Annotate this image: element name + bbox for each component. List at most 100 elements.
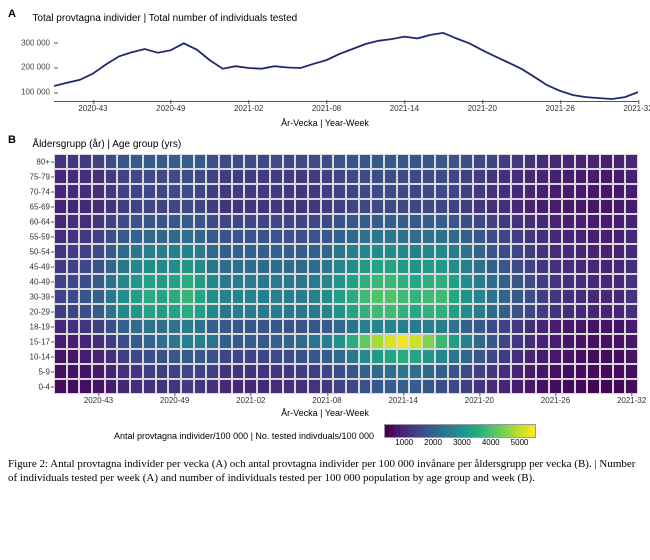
heatmap-cell (232, 334, 245, 349)
heatmap-cell (346, 274, 359, 289)
heatmap-cell (206, 274, 219, 289)
heatmap-cell (524, 289, 537, 304)
heatmap-cell (219, 274, 232, 289)
heatmap-cell (346, 154, 359, 169)
heatmap-cell (498, 244, 511, 259)
panel-b-heatmap (54, 154, 638, 394)
heatmap-cell (130, 334, 143, 349)
heatmap-cell (409, 304, 422, 319)
heatmap-cell (333, 334, 346, 349)
heatmap-cell (486, 364, 499, 379)
panel-a-xtick: 2021-14 (390, 104, 419, 113)
heatmap-cell (384, 184, 397, 199)
heatmap-cell (625, 319, 638, 334)
heatmap-cell (117, 334, 130, 349)
heatmap-cell (524, 304, 537, 319)
heatmap-cell (435, 289, 448, 304)
heatmap-cell (67, 289, 80, 304)
panel-a-ytick: 100 000 (21, 88, 54, 97)
heatmap-cell (295, 289, 308, 304)
heatmap-cell (156, 349, 169, 364)
heatmap-cell (232, 349, 245, 364)
heatmap-cell (562, 334, 575, 349)
heatmap-cell (308, 259, 321, 274)
heatmap-cell (448, 379, 461, 394)
heatmap-cell (206, 349, 219, 364)
heatmap-cell (270, 274, 283, 289)
heatmap-cell (536, 349, 549, 364)
heatmap-cell (295, 379, 308, 394)
heatmap-cell (397, 289, 410, 304)
heatmap-cell (283, 154, 296, 169)
heatmap-cell (587, 229, 600, 244)
panel-b-ytick: 75-79 (30, 172, 50, 181)
heatmap-cell (321, 259, 334, 274)
heatmap-cell (143, 169, 156, 184)
heatmap-cell (486, 289, 499, 304)
heatmap-cell (283, 259, 296, 274)
figure-root: A Total provtagna individer | Total numb… (0, 0, 650, 560)
heatmap-cell (295, 214, 308, 229)
heatmap-cell (486, 259, 499, 274)
heatmap-cell (511, 169, 524, 184)
heatmap-cell (79, 379, 92, 394)
heatmap-cell (409, 259, 422, 274)
heatmap-cell (473, 289, 486, 304)
heatmap-cell (283, 229, 296, 244)
heatmap-cell (562, 289, 575, 304)
heatmap-cell (359, 334, 372, 349)
panel-b-ytick: 80+ (36, 157, 50, 166)
heatmap-cell (575, 169, 588, 184)
heatmap-cell (219, 214, 232, 229)
heatmap-cell (409, 289, 422, 304)
heatmap-cell (67, 274, 80, 289)
panel-a-xtick: 2021-02 (234, 104, 263, 113)
heatmap-cell (67, 364, 80, 379)
heatmap-cell (346, 184, 359, 199)
heatmap-cell (105, 379, 118, 394)
heatmap-cell (575, 364, 588, 379)
heatmap-cell (168, 229, 181, 244)
heatmap-cell (536, 319, 549, 334)
heatmap-cell (409, 199, 422, 214)
heatmap-cell (613, 289, 626, 304)
heatmap-cell (130, 379, 143, 394)
heatmap-cell (105, 184, 118, 199)
heatmap-cell (473, 214, 486, 229)
heatmap-cell (54, 259, 67, 274)
heatmap-cell (130, 274, 143, 289)
heatmap-cell (257, 379, 270, 394)
heatmap-cell (613, 379, 626, 394)
panel-a-xtick: 2021-20 (468, 104, 497, 113)
heatmap-cell (524, 259, 537, 274)
heatmap-cell (371, 154, 384, 169)
heatmap-cell (54, 319, 67, 334)
heatmap-cell (194, 274, 207, 289)
heatmap-cell (92, 259, 105, 274)
heatmap-cell (117, 244, 130, 259)
heatmap-cell (143, 304, 156, 319)
heatmap-cell (117, 274, 130, 289)
panel-a-label: A (8, 8, 16, 20)
heatmap-cell (219, 169, 232, 184)
heatmap-cell (613, 259, 626, 274)
heatmap-cell (206, 364, 219, 379)
heatmap-cell (536, 184, 549, 199)
heatmap-cell (181, 379, 194, 394)
heatmap-cell (117, 199, 130, 214)
panel-b-xtick: 2021-20 (465, 396, 494, 405)
heatmap-cell (613, 229, 626, 244)
heatmap-cell (206, 304, 219, 319)
heatmap-cell (359, 214, 372, 229)
heatmap-cell (562, 349, 575, 364)
heatmap-cell (460, 334, 473, 349)
heatmap-cell (549, 244, 562, 259)
heatmap-cell (435, 319, 448, 334)
heatmap-cell (117, 289, 130, 304)
heatmap-cell (219, 364, 232, 379)
heatmap-cell (346, 169, 359, 184)
heatmap-cell (397, 214, 410, 229)
heatmap-cell (206, 169, 219, 184)
heatmap-cell (156, 304, 169, 319)
heatmap-cell (575, 244, 588, 259)
